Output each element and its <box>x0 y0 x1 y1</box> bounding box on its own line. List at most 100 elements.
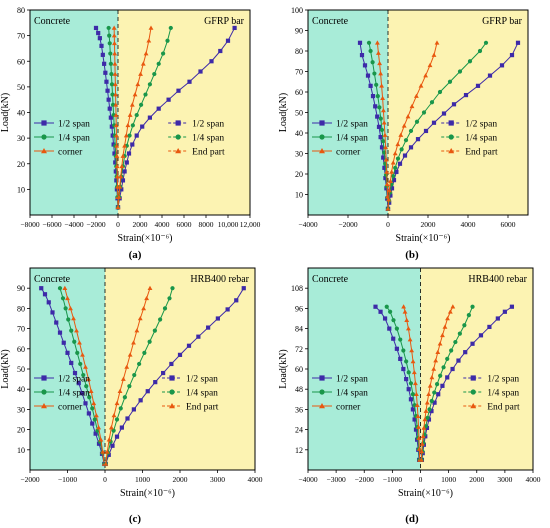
data-point <box>406 370 411 375</box>
y-tick-label: 80 <box>295 47 303 56</box>
data-point <box>391 318 396 323</box>
data-point <box>410 359 416 364</box>
data-point <box>145 389 150 394</box>
data-point <box>107 41 112 46</box>
data-point <box>391 178 397 183</box>
data-point <box>387 178 393 183</box>
y-tick-label: 70 <box>17 32 25 41</box>
data-point <box>418 83 424 88</box>
data-point <box>165 38 170 43</box>
data-point <box>113 169 118 174</box>
y-tick-label: 20 <box>17 160 25 169</box>
region-label-rebar: GFRP bar <box>482 16 523 27</box>
data-point <box>380 108 386 113</box>
data-point <box>63 306 68 311</box>
data-point <box>168 25 173 31</box>
data-point <box>76 381 81 386</box>
data-point <box>440 332 445 338</box>
region-label-concrete: Concrete <box>312 16 349 27</box>
x-tick-label: 0 <box>386 220 390 229</box>
data-point <box>138 71 143 76</box>
legend-label: End part <box>186 403 219 413</box>
legend-marker <box>41 403 47 409</box>
legend-label: End part <box>487 403 520 413</box>
data-point <box>438 373 443 378</box>
data-point <box>427 383 433 388</box>
data-point <box>406 387 411 392</box>
chart-panel-1: −8000 −6000 −4000 −2000 0 2000 4000 6000 8000 10,… <box>0 6 261 261</box>
data-point <box>432 390 437 395</box>
legend-label: corner <box>58 403 83 413</box>
legend-marker <box>448 148 455 154</box>
y-tick-label: 70 <box>295 68 303 77</box>
data-point <box>418 457 424 462</box>
data-point <box>391 336 396 341</box>
data-point <box>373 304 378 309</box>
data-point <box>109 124 114 129</box>
data-point <box>127 133 132 138</box>
data-point <box>372 71 377 76</box>
data-point <box>114 434 120 439</box>
y-tick-label: 80 <box>17 304 25 313</box>
y-axis-label: Load(kN) <box>0 93 11 132</box>
data-point <box>206 325 211 330</box>
data-point <box>162 306 168 311</box>
data-point <box>99 43 104 48</box>
x-tick-label: 2000 <box>173 475 188 484</box>
data-point <box>451 102 457 107</box>
legend-marker <box>470 403 477 409</box>
data-point <box>370 94 376 99</box>
data-point <box>113 92 118 97</box>
data-point <box>425 415 430 420</box>
data-point <box>410 392 416 397</box>
panel-caption: (a) <box>129 249 142 261</box>
concrete-region <box>308 10 388 215</box>
data-point <box>437 89 443 95</box>
data-point <box>72 339 77 344</box>
data-point <box>96 30 101 36</box>
data-point <box>381 139 386 144</box>
data-point <box>402 153 408 158</box>
data-point <box>61 340 66 345</box>
data-point <box>385 206 391 211</box>
data-point <box>378 71 384 76</box>
y-tick-label: 20 <box>295 170 303 179</box>
y-tick-label: 50 <box>17 365 25 374</box>
data-point <box>373 104 378 109</box>
region-label-concrete: Concrete <box>312 274 349 285</box>
data-point <box>413 380 418 386</box>
data-point <box>166 97 171 102</box>
data-point <box>394 326 399 331</box>
legend-label: 1/2 span <box>192 120 224 130</box>
rebar-region <box>105 268 255 470</box>
data-point <box>116 194 122 199</box>
data-point <box>419 449 425 454</box>
data-point <box>412 417 417 422</box>
data-point <box>368 48 373 54</box>
data-point <box>462 323 467 328</box>
data-point <box>108 61 113 66</box>
data-point <box>114 133 119 138</box>
data-point <box>93 25 99 31</box>
data-point <box>115 204 121 210</box>
y-tick-label: 50 <box>295 109 303 118</box>
legend-marker <box>41 134 47 140</box>
data-point <box>435 349 441 354</box>
legend-marker <box>41 375 47 381</box>
data-point <box>388 309 393 314</box>
data-point <box>83 364 88 369</box>
data-point <box>144 295 150 301</box>
data-point <box>441 365 446 370</box>
data-point <box>423 73 429 78</box>
data-point <box>445 316 450 321</box>
data-point <box>379 127 385 133</box>
data-point <box>419 441 425 446</box>
legend-marker <box>319 403 325 409</box>
legend-marker <box>448 120 454 126</box>
data-point <box>225 38 231 43</box>
data-point <box>374 40 380 45</box>
x-tick-label: 2000 <box>133 220 148 229</box>
data-point <box>442 324 448 329</box>
data-point <box>218 48 223 54</box>
data-point <box>441 111 447 116</box>
